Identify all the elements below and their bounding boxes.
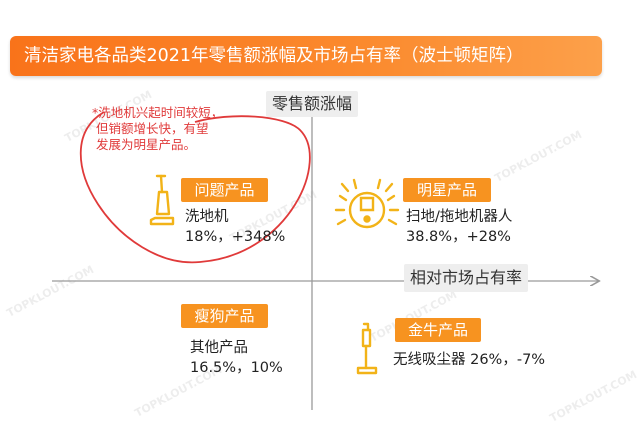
question-product-stats: 18%，+348% bbox=[185, 229, 286, 245]
x-axis-label: 相对市场占有率 bbox=[404, 264, 528, 292]
stick-vacuum-icon bbox=[356, 322, 378, 375]
cow-product-stats: 无线吸尘器 26%，-7% bbox=[393, 352, 546, 368]
star-product-tag: 明星产品 bbox=[403, 178, 491, 202]
cow-product-tag: 金牛产品 bbox=[395, 318, 481, 342]
dog-product-tag: 瘦狗产品 bbox=[181, 304, 268, 328]
star-product-stats: 38.8%，+28% bbox=[406, 229, 511, 245]
star-product-name: 扫地/拖地机器人 bbox=[406, 209, 513, 225]
annotation-note-line: *洗地机兴起时间较短， bbox=[92, 105, 224, 120]
annotation-note-line: 但销额增长快，有望 bbox=[96, 121, 209, 136]
question-product-tag: 问题产品 bbox=[181, 178, 268, 202]
page-title: 清洁家电各品类2021年零售额涨幅及市场占有率（波士顿矩阵） bbox=[10, 36, 602, 76]
y-axis-label: 零售额涨幅 bbox=[266, 91, 358, 117]
question-product-name: 洗地机 bbox=[185, 209, 229, 225]
annotation-note-line: 发展为明星产品。 bbox=[96, 137, 197, 152]
annotation-circle bbox=[80, 111, 311, 264]
handheld-vacuum-icon bbox=[149, 174, 175, 226]
dog-product-name: 其他产品 bbox=[190, 340, 248, 356]
dog-product-stats: 16.5%，10% bbox=[190, 360, 283, 376]
robot-vacuum-icon bbox=[334, 178, 400, 229]
